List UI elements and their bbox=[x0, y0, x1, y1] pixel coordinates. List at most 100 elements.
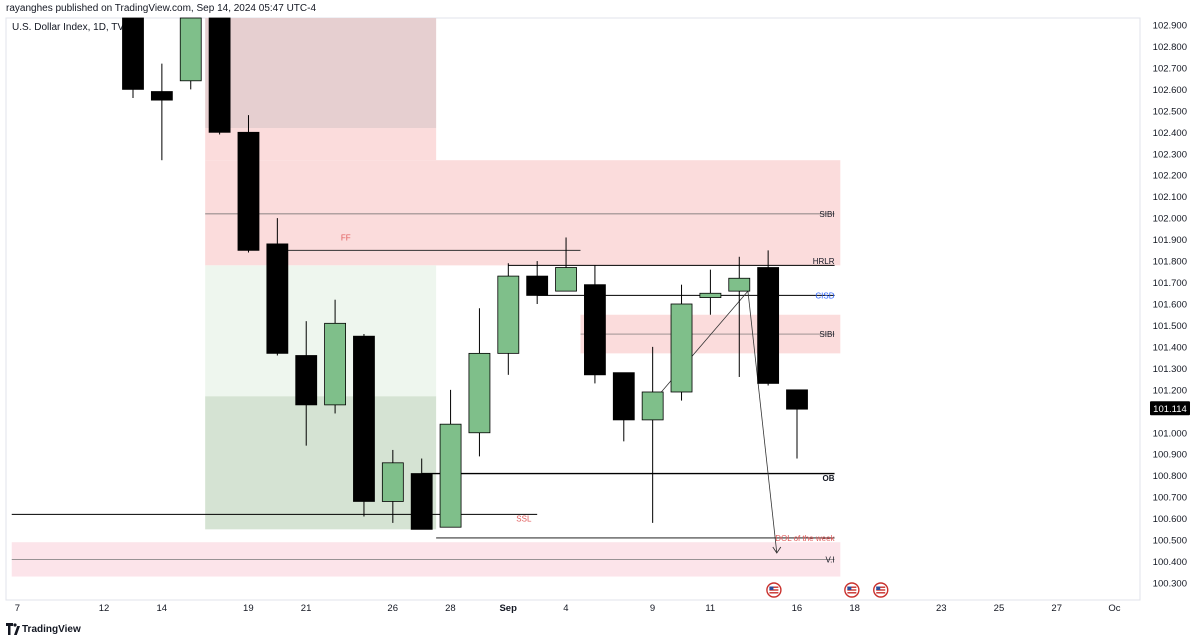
bull-candle-body bbox=[670, 303, 693, 393]
price-tick-label: 100.600 bbox=[1153, 514, 1187, 525]
bull-candle-body bbox=[728, 277, 751, 292]
price-tick-label: 101.200 bbox=[1153, 385, 1187, 396]
price-tick-label: 101.700 bbox=[1153, 278, 1187, 289]
events-layer bbox=[766, 582, 889, 598]
dol-arrow-head bbox=[772, 546, 782, 554]
flag-stripe bbox=[847, 586, 857, 588]
flag-stripe bbox=[876, 586, 886, 588]
price-tick-label: 101.300 bbox=[1153, 364, 1187, 375]
candle bbox=[612, 372, 635, 442]
zone-upper-dark-red bbox=[205, 18, 437, 129]
price-tick-label: 102.300 bbox=[1153, 149, 1187, 160]
time-tick-label: 23 bbox=[936, 603, 947, 614]
bull-candle-body bbox=[641, 391, 664, 421]
time-tick-label: 7 bbox=[15, 603, 20, 614]
price-tick-label: 100.300 bbox=[1153, 579, 1187, 590]
publisher-info: rayanghes published on TradingView.com, … bbox=[6, 3, 317, 14]
plot-frame bbox=[5, 17, 1141, 601]
bull-candle-body bbox=[439, 423, 462, 528]
time-tick-label: 18 bbox=[849, 603, 860, 614]
time-tick-label: Oc bbox=[1108, 603, 1120, 614]
price-tick-label: 102.800 bbox=[1153, 42, 1187, 53]
candle bbox=[670, 284, 693, 401]
price-tick-label: 100.900 bbox=[1153, 450, 1187, 461]
time-tick-label: 21 bbox=[301, 603, 312, 614]
zone-sibi-upper bbox=[205, 160, 841, 266]
time-tick-label: 16 bbox=[792, 603, 803, 614]
us-flag-event-icon bbox=[873, 582, 889, 598]
us-flag-event-icon bbox=[766, 582, 782, 598]
bull-candle-body bbox=[179, 17, 202, 82]
ob-label: OB bbox=[823, 474, 835, 483]
time-tick-label: 27 bbox=[1051, 603, 1062, 614]
candle bbox=[266, 218, 289, 356]
price-tick-label: 102.000 bbox=[1153, 214, 1187, 225]
flag-stripe bbox=[876, 589, 886, 591]
price-axis: 102.900 102.800 102.700 102.600 102.500 102.4… bbox=[1150, 21, 1190, 590]
bear-candle-body bbox=[526, 275, 549, 296]
flag-stripe bbox=[847, 592, 857, 594]
us-flag-event-icon bbox=[844, 582, 860, 598]
candle bbox=[324, 299, 346, 414]
bear-candle-body bbox=[410, 473, 433, 530]
sibi-upper-label: SIBI bbox=[819, 210, 834, 219]
candle bbox=[555, 237, 577, 292]
tradingview-logo-icon bbox=[6, 623, 20, 635]
candle bbox=[208, 17, 231, 135]
bear-candle-body bbox=[208, 17, 231, 133]
flag-canton bbox=[769, 586, 774, 590]
candle bbox=[786, 389, 808, 459]
time-tick-label: 28 bbox=[445, 603, 456, 614]
sibi-mid-label: SIBI bbox=[819, 330, 834, 339]
candle bbox=[468, 308, 491, 457]
symbol-title[interactable]: U.S. Dollar Index, 1D, TVC bbox=[12, 22, 132, 33]
time-tick-label: 26 bbox=[387, 603, 398, 614]
candle bbox=[584, 265, 606, 384]
zones-layer bbox=[5, 17, 1141, 601]
bull-candle-body bbox=[497, 275, 520, 354]
bull-candle-body bbox=[699, 292, 722, 298]
candle bbox=[757, 250, 780, 386]
price-tick-label: 102.400 bbox=[1153, 128, 1187, 139]
price-tick-label: 102.500 bbox=[1153, 106, 1187, 117]
price-tick-label: 101.500 bbox=[1153, 321, 1187, 332]
time-tick-label: 4 bbox=[563, 603, 568, 614]
time-tick-label: 19 bbox=[243, 603, 254, 614]
cisd-label: CISD bbox=[815, 291, 834, 300]
time-tick-label: 9 bbox=[650, 603, 655, 614]
footer-bar bbox=[0, 620, 1200, 640]
last-price-label: 101.114 bbox=[1153, 404, 1187, 415]
candle bbox=[410, 458, 433, 530]
candle bbox=[295, 321, 318, 446]
candle bbox=[699, 269, 722, 315]
time-tick-label: Sep bbox=[499, 603, 517, 614]
ssl-label: SSL bbox=[516, 515, 532, 524]
bear-candle-body bbox=[786, 389, 808, 410]
bear-candle-body bbox=[150, 91, 173, 101]
bull-candle-body bbox=[468, 352, 491, 434]
candle bbox=[728, 256, 751, 377]
bear-candle-body bbox=[584, 284, 606, 376]
price-tick-label: 100.800 bbox=[1153, 471, 1187, 482]
bear-candle-body bbox=[266, 243, 289, 354]
candle bbox=[641, 346, 664, 523]
bull-candle-body bbox=[381, 462, 404, 502]
candle bbox=[381, 449, 404, 523]
bear-candle-body bbox=[295, 355, 318, 406]
brand-text: TradingView bbox=[22, 624, 81, 635]
bear-candle-body bbox=[612, 372, 635, 421]
ff-label: FF bbox=[341, 233, 351, 242]
candle bbox=[353, 334, 375, 517]
time-axis: 7 12 14 19 21 26 28 Sep 4 9 11 16 18 23 25 27 Oc bbox=[15, 603, 1121, 614]
vi-label: V.I bbox=[825, 555, 834, 564]
dol-label: DOL of the week bbox=[775, 534, 835, 543]
bear-candle-body bbox=[122, 17, 144, 90]
candle bbox=[439, 389, 462, 528]
price-tick-label: 102.900 bbox=[1153, 21, 1187, 32]
candle bbox=[497, 263, 520, 375]
time-tick-label: 25 bbox=[994, 603, 1005, 614]
bull-candle-body bbox=[324, 322, 346, 406]
price-tick-label: 101.800 bbox=[1153, 257, 1187, 268]
flag-canton bbox=[876, 586, 881, 590]
